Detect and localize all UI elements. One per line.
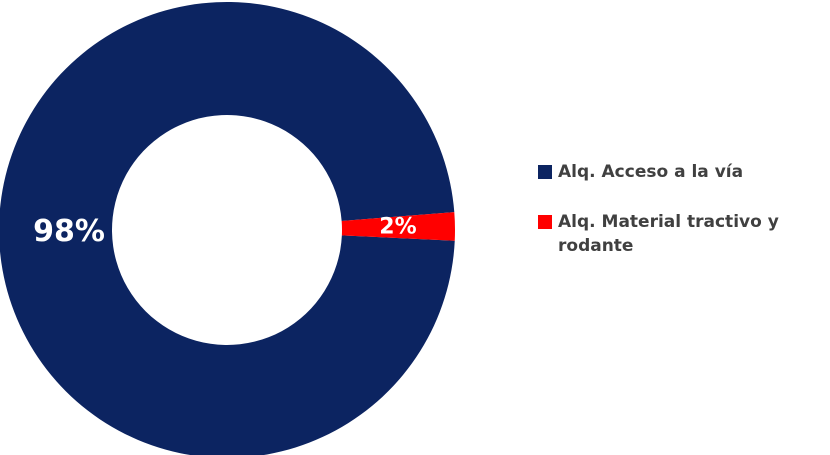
legend-item: Alq. Material tractivo y rodante (538, 210, 818, 258)
legend-swatch (538, 215, 552, 229)
slice (0, 2, 455, 455)
legend-swatch (538, 165, 552, 179)
legend-label: Alq. Material tractivo y rodante (558, 212, 779, 256)
slice (341, 212, 455, 241)
legend-label: Alq. Acceso a la vía (558, 162, 744, 182)
legend-item: Alq. Acceso a la vía (538, 160, 818, 184)
data-label: 2% (379, 214, 416, 239)
legend: Alq. Acceso a la vía Alq. Material tracti… (538, 160, 818, 284)
data-label: 98% (33, 214, 105, 249)
